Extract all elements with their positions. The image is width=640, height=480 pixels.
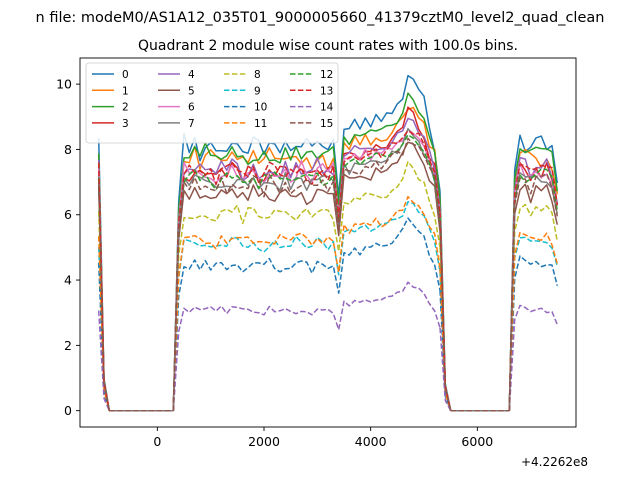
legend-label-9: 9 bbox=[254, 85, 261, 97]
series-15-segment-2 bbox=[172, 137, 441, 411]
legend-label-15: 15 bbox=[320, 118, 333, 130]
series-6 bbox=[97, 128, 559, 412]
legend-label-0: 0 bbox=[122, 69, 129, 81]
legend-label-11: 11 bbox=[254, 118, 267, 130]
x-tick-label: 0 bbox=[153, 434, 161, 449]
legend-frame bbox=[85, 62, 339, 144]
series-4 bbox=[97, 117, 559, 412]
series-13 bbox=[97, 129, 559, 412]
y-tick-label: 0 bbox=[64, 403, 72, 418]
series-5-segment-2 bbox=[172, 141, 441, 411]
series-14-segment-5 bbox=[508, 304, 558, 411]
series-6-segment-5 bbox=[508, 162, 559, 411]
y-tick-label: 4 bbox=[64, 273, 72, 288]
figure-suptitle: n file: modeM0/AS1A12_035T01_9000005660_… bbox=[36, 10, 605, 26]
series-5-segment-5 bbox=[508, 183, 559, 411]
legend-label-4: 4 bbox=[188, 69, 195, 81]
series-12-segment-5 bbox=[508, 168, 559, 411]
series-5 bbox=[97, 141, 559, 412]
series-layer bbox=[97, 74, 559, 412]
chart-title: Quadrant 2 module wise count rates with … bbox=[138, 38, 518, 54]
series-9-segment-2 bbox=[172, 200, 441, 411]
series-10-segment-5 bbox=[508, 255, 559, 411]
series-11 bbox=[97, 195, 559, 412]
series-13-segment-5 bbox=[508, 163, 559, 411]
series-2-segment-5 bbox=[508, 146, 559, 411]
series-11-segment-2 bbox=[172, 195, 441, 411]
series-0-segment-5 bbox=[508, 134, 559, 411]
series-8-segment-5 bbox=[508, 203, 559, 411]
legend-label-12: 12 bbox=[320, 69, 333, 81]
series-9-segment-5 bbox=[508, 236, 559, 411]
legend-label-8: 8 bbox=[254, 69, 261, 81]
y-tick-label: 10 bbox=[56, 77, 72, 92]
legend-label-1: 1 bbox=[122, 85, 129, 97]
y-tick-label: 2 bbox=[64, 338, 72, 353]
x-tick-label: 4000 bbox=[355, 434, 387, 449]
series-8 bbox=[97, 160, 559, 412]
series-15-segment-0 bbox=[97, 183, 111, 411]
legend-label-3: 3 bbox=[122, 118, 129, 130]
series-10-segment-2 bbox=[172, 217, 441, 411]
legend-label-5: 5 bbox=[188, 85, 195, 97]
series-14-segment-3 bbox=[439, 327, 452, 412]
series-14-segment-2 bbox=[172, 281, 441, 411]
x-tick-label: 2000 bbox=[248, 434, 280, 449]
series-15-segment-5 bbox=[508, 172, 559, 411]
series-3-segment-5 bbox=[508, 161, 559, 411]
series-15 bbox=[97, 137, 559, 412]
series-3 bbox=[97, 106, 559, 412]
legend-label-10: 10 bbox=[254, 102, 267, 114]
series-8-segment-2 bbox=[172, 160, 441, 411]
y-tick-label: 8 bbox=[64, 142, 72, 157]
x-offset-label: +4.2262e8 bbox=[521, 455, 588, 469]
plot-frame bbox=[79, 57, 577, 428]
series-11-segment-5 bbox=[508, 231, 559, 411]
legend-label-13: 13 bbox=[320, 85, 333, 97]
legend-label-2: 2 bbox=[122, 102, 129, 114]
legend-label-6: 6 bbox=[188, 102, 195, 114]
series-10 bbox=[97, 217, 559, 412]
series-4-segment-2 bbox=[172, 117, 441, 411]
series-13-segment-2 bbox=[172, 129, 441, 411]
series-14-segment-0 bbox=[97, 310, 110, 411]
legend-label-14: 14 bbox=[320, 102, 334, 114]
series-14 bbox=[97, 281, 558, 412]
series-1 bbox=[97, 106, 559, 412]
series-9 bbox=[97, 200, 559, 412]
series-6-segment-2 bbox=[172, 128, 441, 411]
y-tick-label: 6 bbox=[64, 207, 72, 222]
legend-label-7: 7 bbox=[188, 118, 195, 130]
x-tick-label: 6000 bbox=[461, 434, 493, 449]
series-2-segment-2 bbox=[172, 92, 441, 411]
